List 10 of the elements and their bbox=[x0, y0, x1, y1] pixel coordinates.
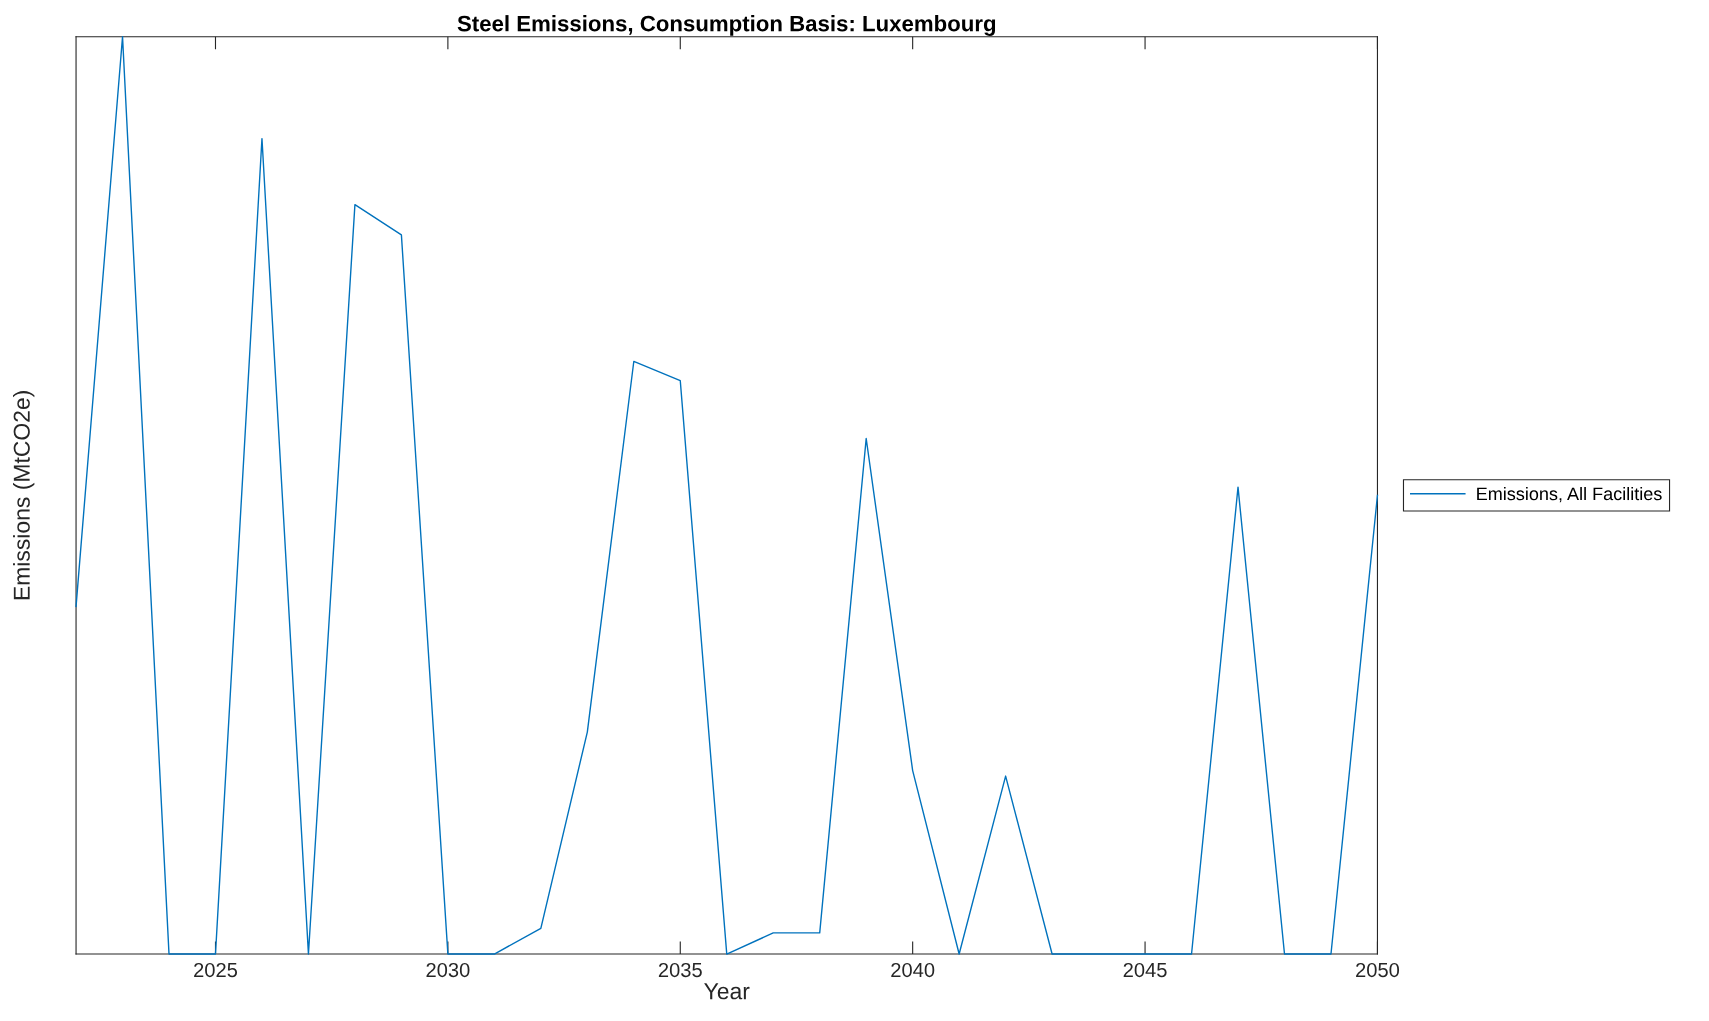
x-tick-label: 2045 bbox=[1123, 962, 1167, 978]
x-tick-label: 2050 bbox=[1356, 962, 1400, 978]
x-tick-label: 2040 bbox=[891, 962, 935, 978]
chart-title: Steel Emissions, Consumption Basis: Luxembourg bbox=[457, 15, 996, 36]
y-axis-title: Emissions (MtCO2e) bbox=[13, 391, 35, 600]
x-tick-label: 2035 bbox=[658, 962, 702, 978]
x-axis-title: Year bbox=[704, 983, 750, 1000]
legend-label: Emissions, All Facilities bbox=[1477, 486, 1662, 503]
x-tick-label: 2025 bbox=[194, 962, 238, 978]
x-tick-label: 2030 bbox=[426, 962, 470, 978]
